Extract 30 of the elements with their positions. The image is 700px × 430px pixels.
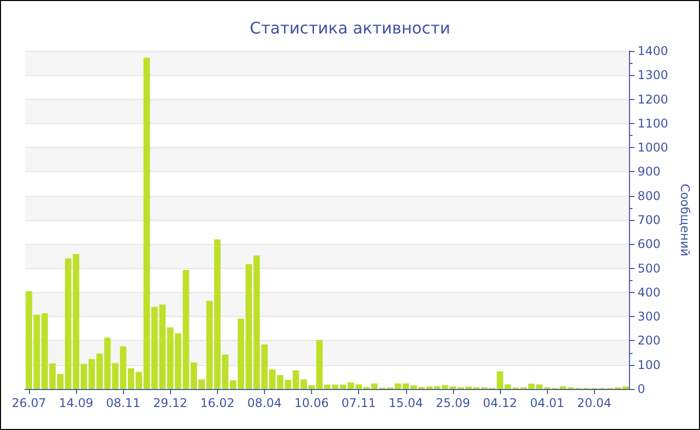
y-tick-label: 0 [638,382,646,396]
y-tick-label: 500 [638,261,660,276]
y-tick-label: 1300 [638,68,668,82]
y-tick-label: 400 [638,285,660,300]
x-tick-label: 20.04 [577,396,612,410]
x-tick-label: 08.11 [106,396,140,410]
y-tick-label: 300 [638,310,660,324]
y-tick-label: 1400 [638,44,668,58]
x-tick-label: 25.09 [436,396,470,410]
y-axis-title: Сообщений [678,184,692,256]
x-tick-label: 04.01 [530,396,564,410]
x-tick-label: 07.11 [342,396,376,410]
y-tick-label: 800 [638,188,660,203]
x-tick-label: 16.02 [200,396,235,410]
x-tick-label: 04.12 [482,396,518,410]
x-tick-label: 10.06 [294,396,329,410]
x-tick-label: 08.04 [247,396,282,410]
y-tick-label: 200 [638,334,660,348]
x-tick-label: 26.07 [12,396,46,410]
x-tick-label: 14.09 [58,396,94,410]
y-tick-label: 1100 [638,116,668,130]
x-tick-label: 15.04 [388,396,423,410]
y-tick-label: 1200 [638,92,668,106]
chart-title: Статистика активности [250,18,450,38]
y-tick-label: 1000 [638,140,668,155]
x-tick-label: 29.12 [153,396,188,410]
y-tick-label: 900 [638,164,660,179]
y-tick-label: 600 [638,237,660,252]
y-tick-label: 100 [638,358,660,372]
y-tick-label: 700 [638,213,660,227]
